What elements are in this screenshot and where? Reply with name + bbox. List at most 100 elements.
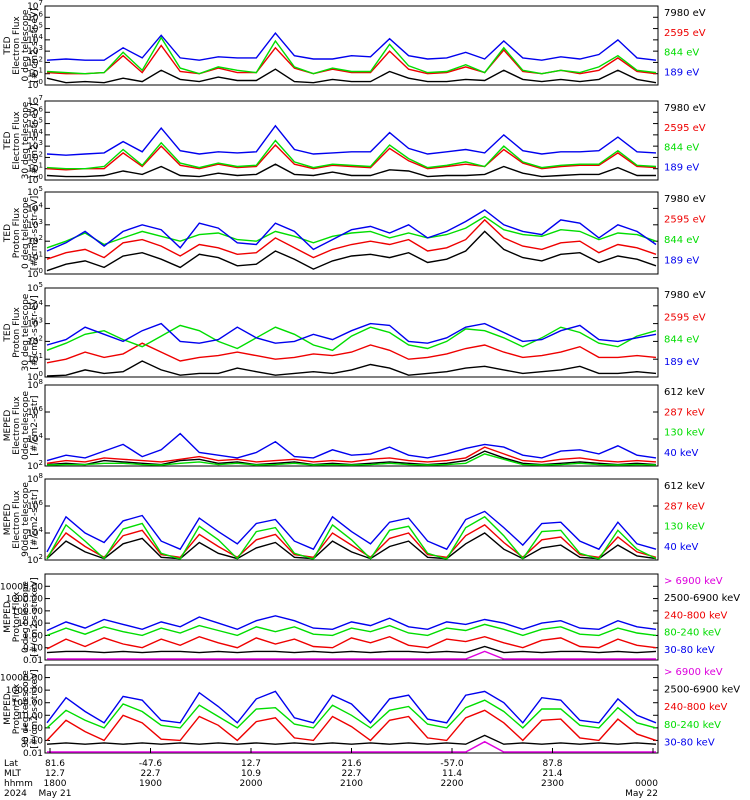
y-tick-base: 10 <box>27 36 39 46</box>
y-tick-label: 100.00 <box>12 607 44 617</box>
y-axis-label: [#/cm2-s-str-eV] <box>30 196 40 271</box>
y-tick-label: 104 <box>27 33 43 46</box>
legend-entry: 189 eV <box>664 357 699 368</box>
y-axis-label: Proton Flux <box>12 591 22 642</box>
y-tick-base: 10 <box>27 373 39 383</box>
y-tick-exponent: 6 <box>39 105 44 113</box>
time-label: 0000 <box>635 779 658 789</box>
y-axis-label: Proton Flux <box>12 307 22 358</box>
legend-entry: 2595 eV <box>664 28 706 39</box>
y-tick-label: 0.10 <box>23 736 43 746</box>
legend-entry: 189 eV <box>664 256 699 267</box>
series-line <box>46 645 657 654</box>
y-tick-label: 108 <box>27 378 43 391</box>
y-axis-label: 30 deg telescope <box>21 101 31 179</box>
y-tick-label: 100 <box>27 370 43 383</box>
y-axis-label: [#/cm2-s-str-keV] <box>30 577 40 656</box>
time-label: 2200 <box>441 779 464 789</box>
series-line <box>46 342 657 364</box>
series-line <box>46 44 657 75</box>
date-label: May 22 <box>625 789 658 799</box>
mlt-value: 10.9 <box>241 769 261 779</box>
legend-entry: 844 eV <box>664 143 699 154</box>
y-tick-exponent: 1 <box>39 67 43 75</box>
y-tick-base: 10 <box>27 176 39 186</box>
panel-frame <box>44 191 659 275</box>
y-axis-label: Electron Flux <box>12 16 22 75</box>
lat-value: 12.7 <box>241 759 261 769</box>
x-row-label: MLT <box>4 769 22 779</box>
y-tick-base: 10 <box>27 320 39 330</box>
legend-entry: 287 keV <box>664 501 705 512</box>
series-line <box>46 515 657 560</box>
y-axis-label: TED <box>3 131 13 150</box>
y-tick-exponent: 2 <box>39 55 43 63</box>
legend-entry: > 6900 keV <box>664 667 723 678</box>
y-tick-base: 10 <box>27 529 39 539</box>
legend-entry: 287 keV <box>664 407 705 418</box>
time-label: 2000 <box>240 779 263 789</box>
legend-entry: 612 keV <box>664 481 705 492</box>
y-tick-label: 1000.00 <box>6 595 43 605</box>
y-tick-base: 10 <box>27 97 39 107</box>
y-tick-base: 10 <box>27 81 39 91</box>
y-tick-exponent: 2 <box>39 334 43 342</box>
y-tick-label: 105 <box>27 185 43 198</box>
y-tick-label: 10.00 <box>17 619 43 629</box>
mlt-value: 21.4 <box>542 769 562 779</box>
y-tick-label: 104 <box>27 201 43 214</box>
y-axis-label: 90deg telescope <box>21 482 31 557</box>
legend-entry: 189 eV <box>664 162 699 173</box>
y-tick-label: 0.01 <box>23 749 43 759</box>
y-tick-label: 103 <box>27 218 43 231</box>
legend-entry: 2595 eV <box>664 215 706 226</box>
y-tick-exponent: 4 <box>39 299 44 307</box>
y-tick-label: 104 <box>27 128 43 141</box>
y-tick-base: 10 <box>27 120 39 130</box>
y-tick-base: 10 <box>27 435 39 445</box>
y-tick-exponent: 4 <box>39 128 44 136</box>
series-line <box>46 510 657 553</box>
y-tick-base: 10 <box>27 408 39 418</box>
y-tick-label: 106 <box>27 105 43 118</box>
y-tick-base: 10 <box>27 337 39 347</box>
series-line <box>46 218 657 260</box>
y-tick-exponent: 1 <box>39 162 43 170</box>
legend-entry: 2595 eV <box>664 312 706 323</box>
series-line <box>46 734 657 745</box>
legend-entry: 80-240 keV <box>664 628 721 639</box>
y-tick-label: 104 <box>27 299 43 312</box>
series-line <box>46 215 657 249</box>
legend-entry: 30-80 keV <box>664 737 715 748</box>
series-line <box>46 139 657 170</box>
y-tick-base: 10 <box>27 47 39 57</box>
y-tick-label: 1.00 <box>23 724 43 734</box>
y-axis-label: TED <box>3 224 13 243</box>
legend-entry: > 6900 keV <box>664 576 723 587</box>
legend-entry: 844 eV <box>664 235 699 246</box>
series-line <box>46 453 657 466</box>
series-line <box>46 31 657 61</box>
series-line <box>46 690 657 724</box>
y-tick-exponent: 0 <box>39 78 43 86</box>
legend-entry: 612 keV <box>664 387 705 398</box>
panel-7: 0.01 0.10 1.00 10.00 100.00 1000.00 10000.00 ME… <box>0 573 740 666</box>
y-tick-base: 10 <box>27 108 39 118</box>
y-tick-label: 103 <box>27 44 43 57</box>
y-axis-label: [#/cm2-s-str-eV] <box>30 103 40 178</box>
y-axis-label: 30 deg telescope <box>21 293 31 371</box>
y-tick-base: 10 <box>27 355 39 365</box>
series-line <box>46 524 657 559</box>
time-label: 1800 <box>44 779 67 789</box>
y-tick-exponent: 4 <box>39 201 44 209</box>
series-line <box>46 432 657 462</box>
y-tick-exponent: 5 <box>39 22 43 30</box>
y-tick-label: 105 <box>27 117 43 130</box>
y-tick-label: 0.10 <box>23 644 43 654</box>
y-tick-label: 104 <box>27 432 43 445</box>
y-tick-base: 10 <box>27 25 39 35</box>
time-label: 2100 <box>340 779 363 789</box>
y-axis-label: Electron Flux <box>12 396 22 455</box>
y-tick-exponent: 3 <box>39 139 43 147</box>
